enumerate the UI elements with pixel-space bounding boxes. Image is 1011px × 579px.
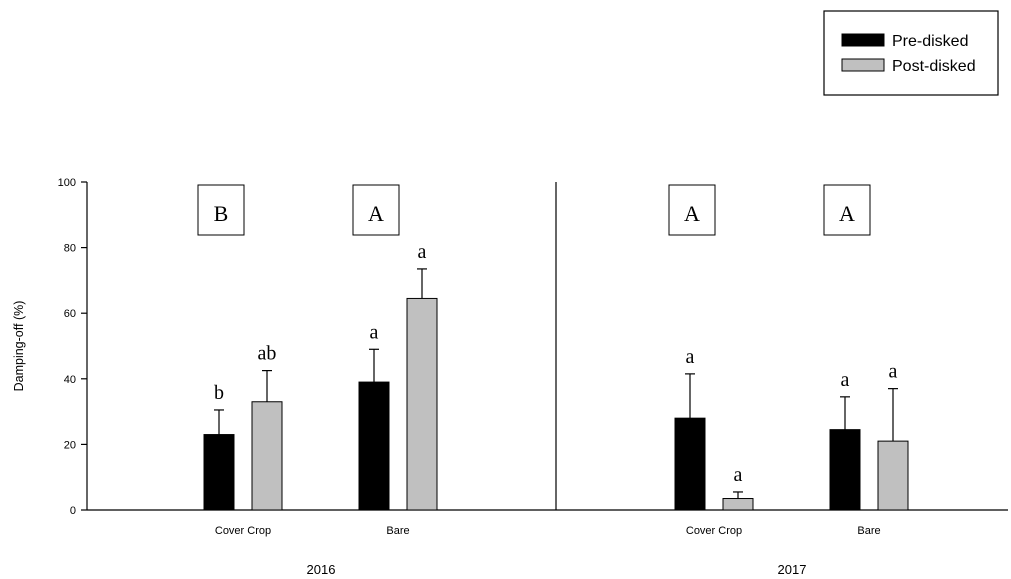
legend-label-post-disked: Post-disked (892, 58, 976, 75)
legend-frame (823, 10, 999, 96)
y-ticks: 0 20 40 60 80 100 (58, 177, 87, 517)
group-letter-box (197, 184, 245, 236)
category-label: Bare (857, 525, 880, 537)
bars (203, 297, 909, 511)
bar-post-disked (722, 498, 754, 511)
significance-letter: a (686, 346, 695, 368)
year-label-2016: 2016 (307, 562, 336, 577)
bar-post-disked (251, 401, 283, 511)
significance-letter: a (841, 369, 850, 391)
error-bars (214, 268, 898, 499)
significance-letter: a (889, 361, 898, 383)
y-axis-label: Damping-off (%) (12, 301, 26, 392)
legend-swatch-pre-disked (841, 33, 885, 47)
significance-letter: a (734, 464, 743, 486)
category-label: Bare (386, 525, 409, 537)
group-letter-box (823, 184, 871, 236)
bar-pre-disked (829, 429, 861, 511)
significance-letter: ab (258, 343, 277, 365)
group-letter: B (214, 201, 229, 226)
y-tick-label: 100 (58, 177, 76, 189)
legend-swatch-post-disked (841, 58, 885, 72)
bar-post-disked (877, 440, 909, 511)
group-letter-box (668, 184, 716, 236)
year-label-2017: 2017 (778, 562, 807, 577)
bar-pre-disked (358, 381, 390, 511)
significance-letter: a (418, 241, 427, 263)
bar-post-disked (406, 297, 438, 511)
significance-letter: b (214, 382, 224, 404)
category-label: Cover Crop (686, 525, 742, 537)
category-labels: Cover Crop Bare Cover Crop Bare (215, 525, 881, 537)
group-letter: A (368, 201, 384, 226)
significance-letter: a (370, 321, 379, 343)
y-tick-label: 40 (64, 374, 76, 386)
group-letter-box (352, 184, 400, 236)
year-labels: 2016 2017 (307, 562, 807, 577)
y-tick-label: 20 (64, 439, 76, 451)
legend-label-pre-disked: Pre-disked (892, 33, 968, 50)
bar-pre-disked (674, 417, 706, 511)
category-label: Cover Crop (215, 525, 271, 537)
significance-letters: b ab a a a a a a (214, 241, 898, 486)
y-tick-label: 60 (64, 308, 76, 320)
y-tick-label: 0 (70, 505, 76, 517)
group-letter: A (839, 201, 855, 226)
bar-pre-disked (203, 434, 235, 511)
group-letter: A (684, 201, 700, 226)
legend: Pre-disked Post-disked (823, 10, 999, 96)
y-tick-label: 80 (64, 243, 76, 255)
